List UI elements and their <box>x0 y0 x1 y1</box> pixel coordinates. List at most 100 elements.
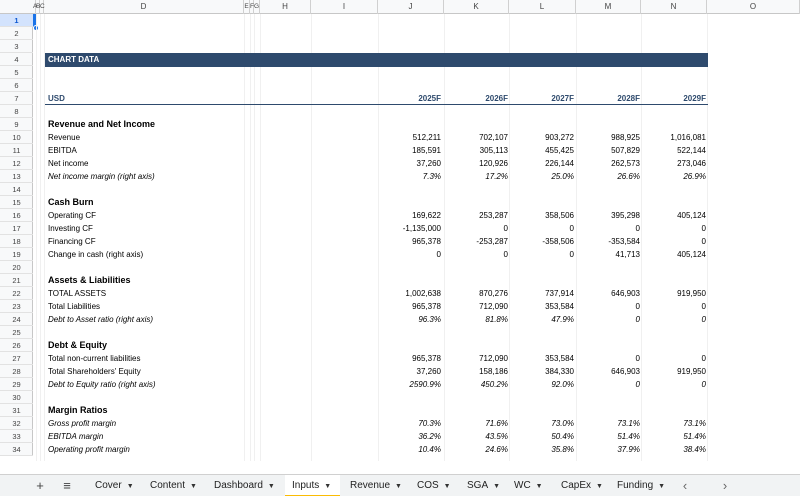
data-cell[interactable]: 120,926 <box>479 159 508 168</box>
row-header-16[interactable]: 16 <box>0 209 33 222</box>
data-cell[interactable]: 41,713 <box>615 250 640 259</box>
column-header-h[interactable]: H <box>260 0 311 14</box>
data-cell[interactable]: 71.6% <box>485 419 508 428</box>
column-header-f[interactable]: F <box>250 0 254 14</box>
row-header-26[interactable]: 26 <box>0 339 33 352</box>
data-cell[interactable]: 7.3% <box>422 172 441 181</box>
row-header-17[interactable]: 17 <box>0 222 33 235</box>
row-header-2[interactable]: 2 <box>0 27 33 40</box>
data-cell[interactable]: 712,090 <box>479 354 508 363</box>
data-cell[interactable]: 35.8% <box>551 445 574 454</box>
data-cell[interactable]: 1,002,638 <box>405 289 441 298</box>
data-cell[interactable]: 903,272 <box>545 133 574 142</box>
row-label[interactable]: EBITDA <box>48 146 77 155</box>
column-header-e[interactable]: E <box>244 0 250 14</box>
column-header-n[interactable]: N <box>641 0 707 14</box>
row-header-28[interactable]: 28 <box>0 365 33 378</box>
row-label[interactable]: Net income <box>48 159 89 168</box>
sheet-tab-revenue[interactable]: Revenue ▼ <box>343 475 407 496</box>
row-header-12[interactable]: 12 <box>0 157 33 170</box>
data-cell[interactable]: 26.6% <box>617 172 640 181</box>
row-header-13[interactable]: 13 <box>0 170 33 183</box>
data-cell[interactable]: -353,584 <box>608 237 640 246</box>
data-cell[interactable]: 51.4% <box>683 432 706 441</box>
chevron-right-icon[interactable]: › <box>722 478 728 493</box>
data-cell[interactable]: 965,378 <box>412 302 441 311</box>
data-cell[interactable]: 37,260 <box>416 367 441 376</box>
data-cell[interactable]: 0 <box>569 250 574 259</box>
row-header-20[interactable]: 20 <box>0 261 33 274</box>
sheet-tab-inputs[interactable]: Inputs ▼ <box>285 475 340 496</box>
data-cell[interactable]: 0 <box>503 250 508 259</box>
row-header-29[interactable]: 29 <box>0 378 33 391</box>
data-cell[interactable]: 24.6% <box>485 445 508 454</box>
data-cell[interactable]: 870,276 <box>479 289 508 298</box>
data-cell[interactable]: 50.4% <box>551 432 574 441</box>
data-cell[interactable]: 273,046 <box>677 159 706 168</box>
data-cell[interactable]: 919,950 <box>677 367 706 376</box>
data-cell[interactable]: 0 <box>701 302 706 311</box>
column-header-d[interactable]: D <box>44 0 244 14</box>
column-header-m[interactable]: M <box>576 0 641 14</box>
data-cell[interactable]: 26.9% <box>683 172 706 181</box>
column-header-l[interactable]: L <box>509 0 576 14</box>
row-label[interactable]: Net income margin (right axis) <box>48 172 155 181</box>
sheet-tab-funding[interactable]: Funding ▼ <box>610 475 674 496</box>
row-header-1[interactable]: 1 <box>0 14 33 27</box>
data-cell[interactable]: 37,260 <box>416 159 441 168</box>
data-cell[interactable]: 965,378 <box>412 354 441 363</box>
data-cell[interactable]: 0 <box>701 315 706 324</box>
data-cell[interactable]: 92.0% <box>551 380 574 389</box>
caret-down-icon[interactable]: ▼ <box>443 483 451 490</box>
data-cell[interactable]: -1,135,000 <box>402 224 441 233</box>
data-cell[interactable]: 0 <box>701 237 706 246</box>
caret-down-icon[interactable]: ▼ <box>126 483 134 490</box>
data-cell[interactable]: 455,425 <box>545 146 574 155</box>
data-cell[interactable]: 36.2% <box>418 432 441 441</box>
row-header-33[interactable]: 33 <box>0 430 33 443</box>
row-header-9[interactable]: 9 <box>0 118 33 131</box>
row-label[interactable]: Total non-current liabilities <box>48 354 141 363</box>
data-cell[interactable]: 51.4% <box>617 432 640 441</box>
row-label[interactable]: Financing CF <box>48 237 96 246</box>
row-label[interactable]: Operating CF <box>48 211 97 220</box>
row-header-34[interactable]: 34 <box>0 443 33 456</box>
row-header-18[interactable]: 18 <box>0 235 33 248</box>
data-cell[interactable]: 0 <box>635 315 640 324</box>
data-cell[interactable]: 522,144 <box>677 146 706 155</box>
data-cell[interactable]: 0 <box>635 354 640 363</box>
column-header-j[interactable]: J <box>378 0 444 14</box>
menu-icon[interactable]: ≡ <box>63 478 71 493</box>
caret-down-icon[interactable]: ▼ <box>395 483 402 490</box>
data-cell[interactable]: -253,287 <box>476 237 508 246</box>
column-header-o[interactable]: O <box>707 0 800 14</box>
data-cell[interactable]: 646,903 <box>611 367 640 376</box>
row-header-5[interactable]: 5 <box>0 66 33 79</box>
data-cell[interactable]: 70.3% <box>418 419 441 428</box>
row-header-14[interactable]: 14 <box>0 183 33 196</box>
data-cell[interactable]: 512,211 <box>412 133 441 142</box>
data-cell[interactable]: 169,622 <box>412 211 441 220</box>
data-cell[interactable]: 358,506 <box>545 211 574 220</box>
data-cell[interactable]: 405,124 <box>677 211 706 220</box>
data-cell[interactable]: 305,113 <box>479 146 508 155</box>
row-header-7[interactable]: 7 <box>0 92 33 105</box>
caret-down-icon[interactable]: ▼ <box>535 483 543 490</box>
row-label[interactable]: Change in cash (right axis) <box>48 250 144 259</box>
data-cell[interactable]: 702,107 <box>479 133 508 142</box>
data-cell[interactable]: 405,124 <box>677 250 706 259</box>
data-cell[interactable]: 226,144 <box>545 159 574 168</box>
data-cell[interactable]: 0 <box>701 380 706 389</box>
data-cell[interactable]: 0 <box>701 354 706 363</box>
data-cell[interactable]: 450.2% <box>480 380 508 389</box>
data-cell[interactable]: 25.0% <box>551 172 574 181</box>
row-label[interactable]: Gross profit margin <box>48 419 117 428</box>
data-cell[interactable]: 353,584 <box>545 354 574 363</box>
row-header-19[interactable]: 19 <box>0 248 33 261</box>
data-cell[interactable]: 0 <box>635 224 640 233</box>
data-cell[interactable]: 919,950 <box>677 289 706 298</box>
row-header-25[interactable]: 25 <box>0 326 33 339</box>
row-label[interactable]: Total Liabilities <box>48 302 101 311</box>
column-header-b[interactable]: B <box>36 0 40 14</box>
row-label[interactable]: Debt to Asset ratio (right axis) <box>48 315 154 324</box>
